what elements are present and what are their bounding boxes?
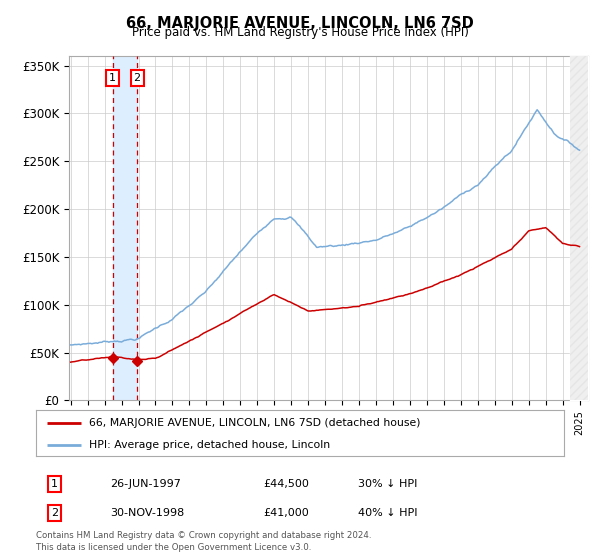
Text: 26-JUN-1997: 26-JUN-1997 (110, 479, 181, 489)
Text: HPI: Average price, detached house, Lincoln: HPI: Average price, detached house, Linc… (89, 440, 330, 450)
Text: 1: 1 (51, 479, 58, 489)
Text: Price paid vs. HM Land Registry's House Price Index (HPI): Price paid vs. HM Land Registry's House … (131, 26, 469, 39)
Text: 40% ↓ HPI: 40% ↓ HPI (358, 508, 418, 518)
Text: 30-NOV-1998: 30-NOV-1998 (110, 508, 184, 518)
Text: 66, MARJORIE AVENUE, LINCOLN, LN6 7SD (detached house): 66, MARJORIE AVENUE, LINCOLN, LN6 7SD (d… (89, 418, 420, 428)
Text: 66, MARJORIE AVENUE, LINCOLN, LN6 7SD: 66, MARJORIE AVENUE, LINCOLN, LN6 7SD (126, 16, 474, 31)
Text: 2: 2 (134, 73, 141, 83)
Text: Contains HM Land Registry data © Crown copyright and database right 2024.
This d: Contains HM Land Registry data © Crown c… (36, 531, 371, 552)
Text: 2: 2 (51, 508, 58, 518)
Bar (113, 56, 137, 400)
Text: 30% ↓ HPI: 30% ↓ HPI (358, 479, 418, 489)
Text: £41,000: £41,000 (263, 508, 309, 518)
Text: 1: 1 (109, 73, 116, 83)
Text: £44,500: £44,500 (263, 479, 309, 489)
